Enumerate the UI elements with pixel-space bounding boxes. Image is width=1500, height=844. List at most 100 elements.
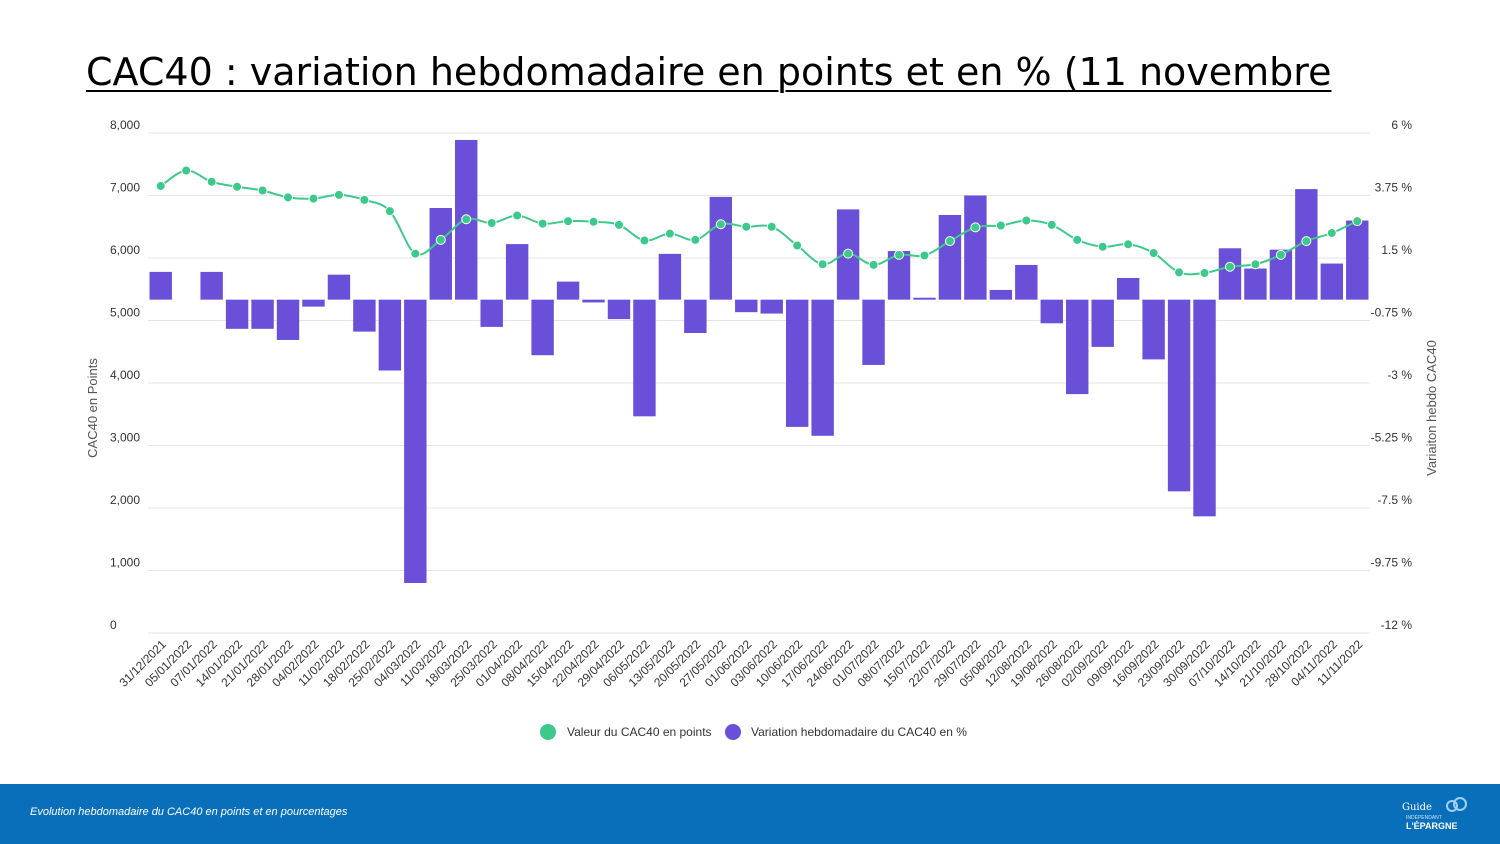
- bar: [225, 299, 249, 329]
- bar: [582, 299, 605, 303]
- bar: [1116, 278, 1140, 300]
- right-axis-ticks: -12 % -9.75 % -7.5 % -5.25 % -3 % -0.75 % 1.5 …: [1371, 118, 1413, 632]
- legend-bars-swatch: [725, 724, 741, 740]
- bar: [1142, 299, 1165, 360]
- guide-epargne-logo: Guide INDÉPENDANT L'ÉPARGNE: [1398, 796, 1470, 834]
- line-point: [206, 176, 217, 187]
- bar: [1015, 264, 1038, 300]
- legend-item-bars[interactable]: Variation hebdomadaire du CAC40 en %: [725, 724, 967, 740]
- bar: [862, 299, 885, 365]
- legend-line-label: Valeur du CAC40 en points: [567, 725, 712, 739]
- bar: [353, 299, 376, 332]
- line-point: [461, 214, 472, 225]
- line-point: [359, 194, 370, 205]
- y-left-tick-label: 2,000: [110, 493, 140, 507]
- bar: [1320, 263, 1344, 300]
- bar: [1167, 299, 1191, 492]
- y-right-tick-label: -12 %: [1381, 618, 1413, 632]
- line-point: [766, 221, 777, 232]
- bar: [785, 299, 809, 427]
- footer-bar: Evolution hebdomadaire du CAC40 en point…: [0, 784, 1500, 844]
- bar: [480, 299, 503, 327]
- line-point: [257, 185, 268, 196]
- bar: [1346, 220, 1369, 300]
- bar: [378, 299, 402, 371]
- bar: [1091, 299, 1114, 347]
- bar: [709, 196, 733, 300]
- bar: [327, 274, 351, 300]
- bar: [276, 299, 300, 340]
- line-point: [435, 234, 446, 245]
- line-point: [1072, 234, 1083, 245]
- line-point: [588, 216, 599, 227]
- line-point: [512, 210, 523, 221]
- legend-item-line[interactable]: Valeur du CAC40 en points: [540, 724, 712, 740]
- line-point: [715, 219, 726, 230]
- bar: [1040, 299, 1063, 324]
- line-point: [1250, 259, 1261, 270]
- bar: [505, 244, 529, 300]
- legend-bars-label: Variation hebdomadaire du CAC40 en %: [751, 725, 967, 739]
- bar: [1244, 268, 1267, 300]
- line-point: [563, 216, 574, 227]
- y-axis-right-label: Variaiton hebdo CAC40: [1424, 340, 1439, 476]
- line-point: [1275, 249, 1286, 260]
- line-point: [1301, 236, 1312, 247]
- y-axis-left-label: CAC40 en Points: [85, 358, 100, 458]
- line-point: [1174, 267, 1185, 278]
- y-left-tick-label: 5,000: [110, 306, 140, 320]
- bar: [1193, 299, 1216, 517]
- bar: [531, 299, 554, 356]
- line-point: [995, 220, 1006, 231]
- line-point: [1123, 239, 1134, 250]
- line-point: [283, 192, 294, 203]
- line-point: [1326, 228, 1337, 238]
- line-point: [308, 193, 319, 204]
- bar: [735, 299, 758, 313]
- bar: [887, 251, 911, 300]
- slide-title: CAC40 : variation hebdomadaire en points…: [86, 50, 1332, 94]
- line-point: [664, 228, 675, 239]
- bar: [404, 299, 427, 583]
- line-point: [486, 218, 497, 228]
- y-left-tick-label: 7,000: [110, 181, 140, 195]
- line-point: [384, 206, 395, 217]
- line-point: [894, 249, 905, 260]
- left-axis-ticks: 0 1,000 2,000 3,000 4,000 5,000 6,000 7,000 8,00…: [110, 118, 140, 632]
- bar: [429, 208, 452, 300]
- y-left-tick-label: 8,000: [110, 118, 140, 132]
- line-point: [944, 236, 955, 247]
- y-left-tick-label: 6,000: [110, 243, 140, 257]
- y-left-tick-label: 1,000: [110, 556, 140, 570]
- line-point: [232, 181, 243, 192]
- line-point: [817, 259, 828, 270]
- bar: [200, 271, 223, 300]
- y-left-tick-label: 0: [110, 618, 117, 632]
- y-right-tick-label: -3 %: [1387, 368, 1412, 382]
- line-point: [333, 189, 344, 200]
- line-point: [741, 221, 752, 232]
- bar: [607, 299, 631, 320]
- bar: [964, 195, 987, 300]
- bar: [1066, 299, 1089, 395]
- y-left-tick-label: 3,000: [110, 431, 140, 445]
- line-point: [792, 240, 803, 251]
- bar: [989, 289, 1013, 300]
- y-right-tick-label: 3.75 %: [1375, 181, 1413, 195]
- line-point: [1021, 215, 1032, 226]
- x-axis-tick-labels: 31/12/202105/01/202207/01/202214/01/2022…: [116, 637, 1365, 690]
- series-line: [160, 169, 1358, 276]
- bar: [633, 299, 656, 417]
- y-right-tick-label: -9.75 %: [1371, 556, 1413, 570]
- line-point: [919, 250, 930, 261]
- line-point: [155, 180, 166, 191]
- line-point: [1199, 268, 1210, 278]
- line-point: [868, 259, 879, 270]
- y-left-tick-label: 4,000: [110, 368, 140, 382]
- line-point: [843, 248, 854, 259]
- line-point: [970, 222, 981, 233]
- bar: [1218, 248, 1242, 300]
- bar: [913, 297, 936, 300]
- line-point: [639, 235, 650, 246]
- combo-chart: 0 1,000 2,000 3,000 4,000 5,000 6,000 7,000 8,00…: [85, 118, 1439, 740]
